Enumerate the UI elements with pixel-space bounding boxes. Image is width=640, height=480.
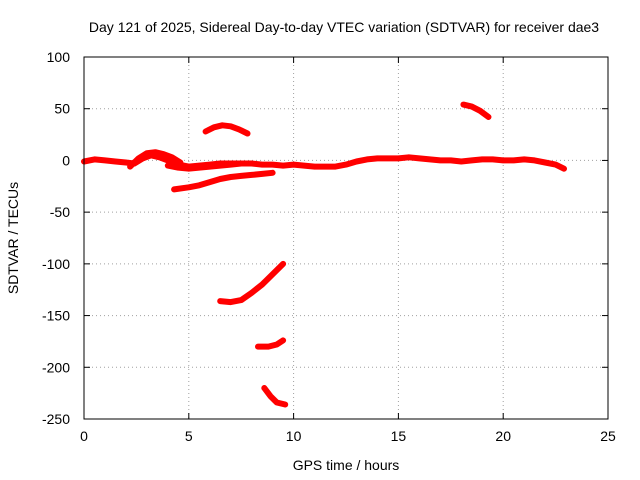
- data-series: [81, 101, 567, 408]
- y-tick-label: -250: [42, 411, 70, 427]
- axis-ticks: 0 5 10 15 20 25 -250 -200 -150 -100 -50 0 50 100: [42, 49, 616, 444]
- y-tick-label: 0: [62, 152, 70, 168]
- x-tick-label: 0: [80, 428, 88, 444]
- y-tick-label: 50: [54, 101, 70, 117]
- y-tick-label: 100: [47, 49, 71, 65]
- x-tick-label: 25: [600, 428, 616, 444]
- series-rise-from-minus-137: [217, 260, 287, 306]
- plot-frame: [83, 56, 609, 420]
- y-tick-label: -100: [42, 256, 70, 272]
- series-main-trace: [81, 152, 567, 172]
- chart-title: Day 121 of 2025, Sidereal Day-to-day VTE…: [89, 19, 599, 35]
- x-tick-label: 15: [391, 428, 407, 444]
- y-tick-label: -50: [50, 204, 70, 220]
- series-arc-near-30: [202, 122, 251, 137]
- series-arc-near-50: [460, 101, 492, 120]
- series-secondary-near-zero: [164, 160, 245, 172]
- series-rise-from-minus-28: [171, 169, 276, 193]
- series-hump-around-3h: [127, 149, 184, 170]
- x-tick-label: 10: [286, 428, 302, 444]
- x-axis-label: GPS time / hours: [293, 457, 400, 473]
- series-drop-to-minus-235: [261, 385, 289, 408]
- series-flat-near-minus-180: [255, 337, 287, 350]
- y-tick-label: -150: [42, 308, 70, 324]
- x-tick-label: 5: [185, 428, 193, 444]
- x-tick-label: 20: [495, 428, 511, 444]
- y-axis-label: SDTVAR / TECUs: [5, 182, 21, 294]
- grid: [84, 57, 608, 419]
- y-tick-label: -200: [42, 359, 70, 375]
